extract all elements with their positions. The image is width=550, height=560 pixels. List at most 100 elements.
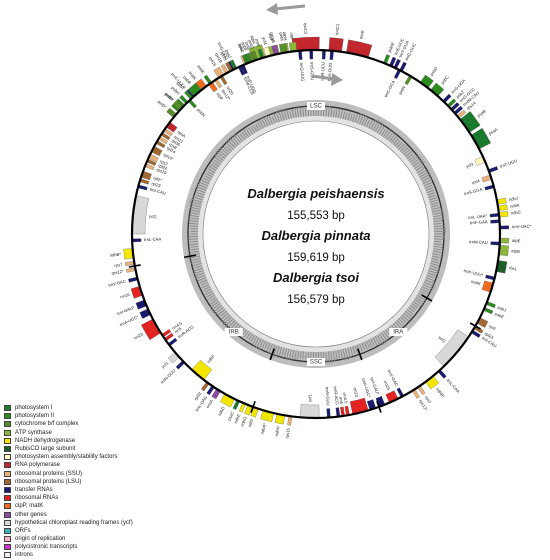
legend-swatch [4, 503, 11, 509]
legend-label: ribosomal proteins (LSU) [15, 478, 81, 486]
legend-label: clpP, matK [15, 502, 43, 510]
region-label-lsc: LSC [310, 104, 322, 110]
legend-swatch [4, 421, 11, 427]
gene-label-59: rrn23 [352, 387, 359, 398]
genome-size-1: 155,553 bp [287, 210, 345, 222]
legend-item: photosystem II [4, 412, 144, 420]
legend-item: ribosomal proteins (SSU) [4, 470, 144, 478]
gene-label-20: psbD [429, 66, 439, 77]
legend-label: ribosomal RNAs [15, 494, 58, 502]
gene-label-85: rrn16 [119, 292, 130, 300]
arrow-right-head-icon [331, 73, 343, 86]
region-label-irb: IRB [229, 330, 239, 336]
gene-label-1: rpoC1 [334, 23, 340, 36]
species-name-2: Dalbergia pinnata [261, 228, 370, 243]
gene-label-89: ndhB* [109, 252, 121, 258]
gene-label-76: ndhF [206, 353, 216, 364]
gene-block-127 [310, 50, 313, 59]
legend-item: NADH dehydrogenase [4, 437, 144, 445]
legend-label: photosystem I [15, 404, 52, 412]
gene-label-83: trnA-UGC* [119, 314, 140, 327]
gene-label-41: trnM-CAU [469, 239, 488, 245]
gene-label-51: trnL-CAA [446, 378, 461, 394]
gene-label-29: ycf3 [465, 161, 475, 169]
legend-swatch [4, 479, 11, 485]
gene-label-35: ndhC [511, 210, 521, 216]
gc-bar [188, 241, 198, 242]
gene-label-46: psbE [494, 311, 505, 320]
legend-label: other genes [15, 511, 47, 519]
legend-label: introns [15, 551, 33, 559]
gene-block-129 [330, 51, 334, 60]
legend-item: clpP, matK [4, 502, 144, 510]
gene-label-107: psbN [196, 107, 206, 118]
legend-item: cytochrome b/f complex [4, 420, 144, 428]
gene-label-84: trnI-GAU* [116, 305, 135, 317]
legend-label: photosystem II [15, 412, 54, 420]
legend-item: photosystem I [4, 404, 144, 412]
legend-swatch [4, 552, 11, 558]
genome-size-3: 156,579 bp [287, 294, 345, 306]
gene-label-62: trnR-ACG [333, 386, 340, 405]
gene-label-21: psbC [440, 75, 450, 86]
gene-block-41 [491, 242, 500, 246]
gene-label-126: trnQ-UUG [299, 62, 306, 81]
gene-label-47: rpl2 [488, 323, 497, 331]
gene-block-37 [490, 220, 499, 224]
legend-label: origin of replication [15, 535, 65, 543]
gene-label-28: psaA [488, 127, 499, 136]
legend-swatch [4, 487, 11, 493]
legend-swatch [4, 430, 11, 436]
species-name-3: Dalbergia tsoi [273, 270, 359, 285]
gene-label-64: ycf1 [307, 393, 312, 402]
genome-size-2: 159,619 bp [287, 252, 345, 264]
gene-label-63: trnN-GUU [325, 387, 331, 406]
gene-label-88: rps7 [114, 262, 123, 268]
gene-label-123: ycf4 [261, 37, 268, 46]
arrow-left-head-icon [266, 3, 278, 15]
gene-label-39: atpE [512, 238, 521, 243]
gene-label-56: rrn16 [383, 380, 392, 392]
gene-label-78: ycf1 [160, 360, 170, 369]
legend-item: RubisCO large subunit [4, 445, 144, 453]
gene-block-63 [327, 408, 331, 417]
gc-bar [434, 226, 444, 227]
legend-item: hypothetical chloroplast reading frames … [4, 519, 144, 527]
legend-label: polycistronic transcripts [15, 543, 77, 551]
gene-label-82: rrn23 [133, 331, 145, 341]
gene-label-33: ndhJ [509, 196, 519, 203]
legend-swatch [4, 405, 11, 411]
gene-label-42: rbcL [509, 265, 519, 271]
legend-label: cytochrome b/f complex [15, 420, 78, 428]
legend-label: transfer RNAs [15, 486, 53, 494]
legend-swatch [4, 413, 11, 419]
gene-label-65: rps15 [284, 427, 291, 439]
gene-label-90: trnL-CAA [144, 237, 162, 243]
gene-label-125: petA [278, 32, 284, 42]
gene-label-40: atpB [511, 248, 520, 254]
legend-swatch [4, 528, 11, 534]
gene-label-36: trnV-UAC* [512, 224, 532, 230]
gene-label-37: trnF-GAA [470, 219, 488, 225]
gene-label-67: ndhA* [260, 422, 268, 435]
legend-label: photosystem assembly/stability factors [15, 453, 117, 461]
gene-label-27: psaB [476, 108, 487, 118]
gene-label-122: psaI [254, 38, 261, 47]
legend-label: ATP synthase [15, 429, 52, 437]
gene-label-52: ndhB* [435, 387, 446, 399]
gene-block-126 [298, 51, 302, 60]
legend-swatch [4, 438, 11, 444]
legend-item: ORFs [4, 527, 144, 535]
gene-label-2: rpoB [358, 30, 365, 40]
gene-label-72: ndhD [217, 406, 226, 417]
legend-label: hypothetical chloroplast reading frames … [15, 519, 133, 527]
legend-swatch [4, 512, 11, 518]
legend-swatch [4, 495, 11, 501]
gene-block-39 [500, 238, 509, 243]
legend-swatch [4, 520, 11, 526]
gene-label-15: petN [398, 85, 407, 95]
gene-block-36 [500, 226, 509, 230]
gene-label-10: psbK [196, 64, 206, 75]
gene-label-50: ycf2 [437, 335, 447, 344]
